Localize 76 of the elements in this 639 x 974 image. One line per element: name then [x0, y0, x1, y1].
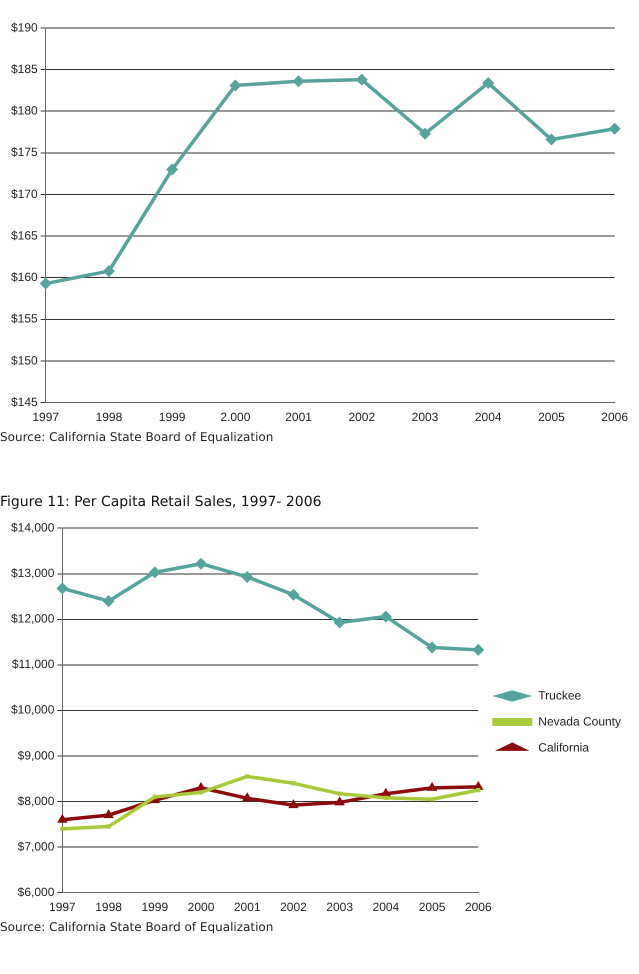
point [103, 809, 114, 818]
y-tick-label: $10,000 [10, 702, 55, 717]
x-tick-label: 2005 [538, 410, 566, 424]
y-tick-label: $13,000 [10, 566, 55, 580]
legend-label: Truckee [538, 688, 582, 702]
point [545, 134, 558, 146]
x-tick-label: 1998 [95, 900, 122, 914]
point [245, 774, 250, 779]
x-tick-label: 2006 [601, 410, 628, 424]
point [380, 610, 392, 623]
point [241, 570, 254, 583]
point [195, 558, 208, 570]
x-tick-label: 2005 [418, 900, 446, 914]
point [287, 588, 300, 601]
point [472, 644, 484, 656]
point [608, 122, 621, 135]
point [242, 792, 252, 802]
point [292, 75, 305, 88]
point [384, 796, 388, 800]
y-tick-label: $7,000 [18, 839, 55, 854]
point [102, 595, 115, 608]
y-tick-label: $145 [10, 394, 38, 409]
y-tick-label: $12,000 [10, 612, 55, 626]
point [482, 76, 494, 89]
y-tick-label: $165 [10, 228, 38, 242]
point [419, 128, 431, 140]
y-tick-label: $160 [10, 270, 38, 284]
y-tick-label: $9,000 [18, 748, 55, 762]
y-tick-label: $8,000 [18, 794, 55, 808]
y-tick-label: $14,000 [10, 520, 55, 535]
point [338, 792, 342, 796]
point [288, 799, 299, 808]
point [229, 79, 242, 92]
y-tick-label: $155 [10, 312, 38, 326]
x-tick-label: 2001 [285, 410, 312, 424]
y-tick-label: $170 [10, 186, 38, 201]
point [430, 797, 434, 802]
point [334, 616, 346, 628]
point [426, 782, 438, 791]
point [60, 826, 64, 831]
point [40, 278, 52, 290]
x-tick-label: 1997 [49, 900, 76, 914]
point [102, 265, 115, 278]
source-note: Source: California State Board of Equalization [0, 430, 274, 444]
point [56, 582, 68, 594]
point [291, 781, 296, 786]
x-tick-label: 2004 [474, 410, 502, 424]
x-tick-label: 2004 [372, 900, 400, 914]
x-tick-label: 2006 [464, 900, 492, 914]
x-tick-label: 2003 [412, 410, 439, 424]
x-tick-label: 2002 [348, 410, 376, 424]
point [334, 796, 345, 806]
x-tick-label: 1999 [141, 900, 168, 914]
x-tick-label: 2002 [280, 900, 308, 914]
chart-title: Figure 11: Per Capita Retail Sales, 1997- 2006 [0, 494, 323, 510]
y-tick-label: $185 [10, 62, 38, 76]
x-tick-label: 2.000 [220, 410, 251, 424]
point [166, 164, 178, 176]
y-tick-label: $150 [10, 353, 38, 368]
y-tick-label: $180 [10, 104, 38, 118]
point [148, 566, 161, 578]
y-tick-label: $6,000 [18, 884, 55, 899]
y-tick-label: $190 [10, 20, 38, 34]
y-tick-label: $175 [10, 145, 38, 160]
legend-label: California [538, 740, 590, 754]
y-tick-label: $11,000 [12, 657, 55, 672]
source-note: Source: California State Board of Equalization [0, 920, 274, 934]
x-tick-label: 2000 [188, 900, 215, 914]
point [476, 788, 480, 792]
x-tick-label: 1997 [32, 410, 60, 424]
legend-label: Nevada County [538, 714, 621, 728]
x-tick-label: 1998 [96, 410, 123, 424]
x-tick-label: 1999 [158, 410, 186, 424]
x-tick-label: 2001 [234, 900, 261, 914]
x-tick-label: 2003 [326, 900, 354, 914]
point [57, 814, 68, 823]
